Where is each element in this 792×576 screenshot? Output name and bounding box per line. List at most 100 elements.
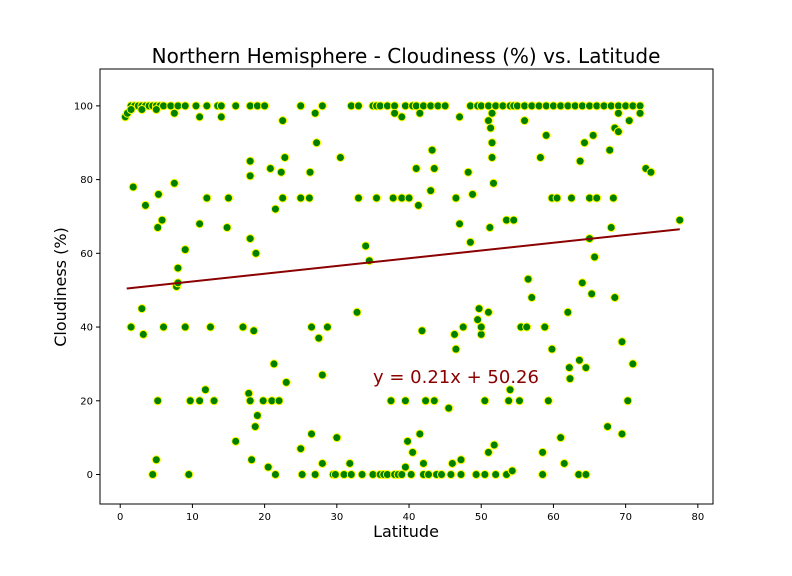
point	[404, 193, 414, 203]
chart-title: Northern Hemisphere - Cloudiness (%) vs.…	[152, 44, 661, 68]
point	[646, 167, 656, 177]
point	[137, 304, 147, 314]
point	[418, 458, 428, 468]
point	[169, 108, 179, 118]
point	[610, 293, 620, 303]
point	[353, 193, 363, 203]
point	[209, 396, 219, 406]
point	[476, 322, 486, 332]
point	[588, 130, 598, 140]
point	[312, 138, 322, 148]
annotation: y = 0.21x + 50.26	[373, 367, 539, 388]
point	[456, 470, 466, 480]
point	[514, 396, 524, 406]
point	[195, 219, 205, 229]
point	[372, 193, 382, 203]
point	[483, 447, 493, 457]
point	[471, 470, 481, 480]
point	[675, 215, 685, 225]
point	[245, 171, 255, 181]
point	[173, 263, 183, 273]
point	[169, 178, 179, 188]
point	[456, 455, 466, 465]
point	[265, 164, 275, 174]
point	[126, 322, 136, 332]
point	[463, 167, 473, 177]
point	[608, 193, 618, 203]
point	[444, 403, 454, 413]
point	[281, 377, 291, 387]
point	[250, 422, 260, 432]
point	[415, 108, 425, 118]
point	[346, 470, 356, 480]
point	[487, 138, 497, 148]
point	[353, 101, 363, 111]
point	[335, 152, 345, 162]
point	[476, 329, 486, 339]
point	[390, 108, 400, 118]
point	[429, 164, 439, 174]
point	[563, 307, 573, 317]
point	[157, 215, 167, 225]
x-tick-label: 40	[403, 512, 416, 523]
point	[465, 237, 475, 247]
point	[440, 101, 450, 111]
point	[361, 241, 371, 251]
point	[592, 193, 602, 203]
point	[417, 326, 427, 336]
point	[605, 145, 615, 155]
point	[559, 458, 569, 468]
point	[556, 433, 566, 443]
point	[278, 116, 288, 126]
point	[491, 470, 501, 480]
point	[613, 108, 623, 118]
x-tick-label: 50	[475, 512, 488, 523]
point	[296, 444, 306, 454]
x-tick-label: 0	[117, 512, 123, 523]
x-tick-label: 60	[547, 512, 560, 523]
point	[216, 112, 226, 122]
point	[429, 396, 439, 406]
point	[397, 112, 407, 122]
point	[538, 447, 548, 457]
point	[579, 138, 589, 148]
point	[180, 322, 190, 332]
point	[345, 458, 355, 468]
point	[238, 322, 248, 332]
point	[486, 123, 496, 133]
point	[400, 462, 410, 472]
point	[535, 152, 545, 162]
point	[269, 359, 279, 369]
point	[304, 193, 314, 203]
point	[603, 422, 613, 432]
x-tick-label: 30	[330, 512, 343, 523]
point	[185, 396, 195, 406]
point	[140, 200, 150, 210]
point	[628, 359, 638, 369]
point	[390, 101, 400, 111]
point	[408, 447, 418, 457]
point	[205, 322, 215, 332]
point	[202, 101, 212, 111]
point	[447, 458, 457, 468]
point	[397, 470, 407, 480]
y-axis-label: Cloudiness (%)	[51, 227, 70, 347]
point	[623, 396, 633, 406]
point	[153, 396, 163, 406]
point	[504, 396, 514, 406]
point	[296, 101, 306, 111]
point	[552, 193, 562, 203]
point	[276, 167, 286, 177]
point	[415, 429, 425, 439]
point	[624, 116, 634, 126]
point	[468, 189, 478, 199]
point	[296, 193, 306, 203]
point	[543, 396, 553, 406]
x-tick-label: 20	[258, 512, 271, 523]
point	[322, 322, 332, 332]
point	[224, 193, 234, 203]
point	[458, 322, 468, 332]
point	[252, 411, 262, 421]
point	[413, 200, 423, 210]
